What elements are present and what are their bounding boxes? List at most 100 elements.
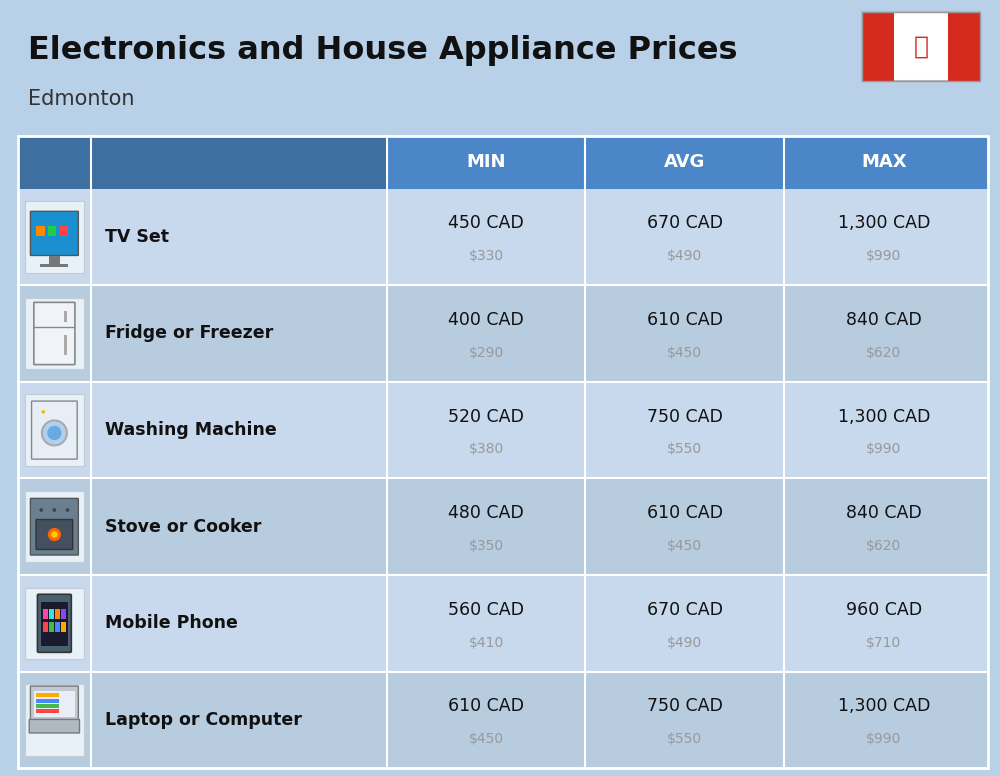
Bar: [55, 622, 60, 632]
Text: Fridge or Freezer: Fridge or Freezer: [105, 324, 274, 342]
Bar: [49, 609, 54, 619]
FancyBboxPatch shape: [30, 498, 78, 555]
Circle shape: [47, 426, 62, 440]
FancyBboxPatch shape: [30, 686, 78, 720]
Text: 560 CAD: 560 CAD: [448, 601, 524, 618]
FancyBboxPatch shape: [41, 602, 68, 646]
Bar: [64, 335, 67, 355]
Text: 400 CAD: 400 CAD: [448, 311, 524, 329]
Text: $410: $410: [468, 636, 504, 650]
Text: $290: $290: [468, 346, 504, 360]
Text: $450: $450: [667, 346, 702, 360]
FancyBboxPatch shape: [25, 298, 84, 369]
FancyBboxPatch shape: [29, 719, 80, 733]
Circle shape: [41, 410, 45, 414]
Circle shape: [48, 528, 61, 541]
Text: Edmonton: Edmonton: [28, 89, 134, 109]
Text: 670 CAD: 670 CAD: [647, 601, 723, 618]
Text: 670 CAD: 670 CAD: [647, 214, 723, 232]
Bar: [60, 226, 68, 237]
FancyBboxPatch shape: [18, 671, 988, 768]
Circle shape: [52, 508, 56, 512]
Text: Mobile Phone: Mobile Phone: [105, 615, 238, 632]
Text: $450: $450: [667, 539, 702, 553]
Bar: [36, 709, 59, 713]
Text: 840 CAD: 840 CAD: [846, 311, 922, 329]
FancyBboxPatch shape: [25, 491, 84, 563]
Text: 750 CAD: 750 CAD: [647, 698, 723, 715]
FancyBboxPatch shape: [36, 520, 73, 549]
Text: $620: $620: [866, 539, 901, 553]
Circle shape: [66, 508, 69, 512]
FancyBboxPatch shape: [948, 12, 980, 81]
Bar: [49, 256, 60, 265]
Text: 🍁: 🍁: [913, 35, 928, 58]
Text: MAX: MAX: [861, 153, 907, 171]
Text: Laptop or Computer: Laptop or Computer: [105, 711, 302, 729]
FancyBboxPatch shape: [25, 587, 84, 659]
Text: $550: $550: [667, 733, 702, 747]
Text: $990: $990: [866, 249, 901, 263]
FancyBboxPatch shape: [862, 12, 980, 81]
FancyBboxPatch shape: [32, 401, 77, 459]
Bar: [61, 609, 66, 619]
Bar: [40, 264, 68, 267]
Bar: [36, 704, 59, 708]
Text: $710: $710: [866, 636, 901, 650]
Circle shape: [42, 421, 67, 445]
Text: $990: $990: [866, 442, 901, 456]
FancyBboxPatch shape: [34, 303, 75, 365]
Text: 610 CAD: 610 CAD: [448, 698, 524, 715]
Text: 520 CAD: 520 CAD: [448, 407, 524, 425]
FancyBboxPatch shape: [18, 136, 387, 189]
Bar: [49, 622, 54, 632]
Bar: [36, 698, 59, 702]
Text: 1,300 CAD: 1,300 CAD: [838, 407, 930, 425]
Bar: [43, 609, 48, 619]
Text: $620: $620: [866, 346, 901, 360]
Text: 750 CAD: 750 CAD: [647, 407, 723, 425]
Text: $990: $990: [866, 733, 901, 747]
FancyBboxPatch shape: [37, 594, 71, 653]
Text: $350: $350: [468, 539, 504, 553]
Text: $450: $450: [468, 733, 504, 747]
FancyBboxPatch shape: [25, 201, 84, 272]
FancyBboxPatch shape: [18, 478, 988, 575]
Text: 610 CAD: 610 CAD: [647, 504, 723, 522]
Text: Electronics and House Appliance Prices: Electronics and House Appliance Prices: [28, 35, 738, 66]
Text: 1,300 CAD: 1,300 CAD: [838, 214, 930, 232]
Text: 450 CAD: 450 CAD: [448, 214, 524, 232]
FancyBboxPatch shape: [18, 382, 988, 478]
Bar: [36, 226, 45, 237]
Text: $550: $550: [667, 442, 702, 456]
Text: 960 CAD: 960 CAD: [846, 601, 922, 618]
Text: TV Set: TV Set: [105, 228, 169, 246]
FancyBboxPatch shape: [30, 211, 78, 255]
Text: Stove or Cooker: Stove or Cooker: [105, 518, 262, 535]
Text: 1,300 CAD: 1,300 CAD: [838, 698, 930, 715]
FancyBboxPatch shape: [25, 394, 84, 466]
FancyBboxPatch shape: [18, 575, 988, 671]
Text: $330: $330: [468, 249, 504, 263]
Text: AVG: AVG: [664, 153, 706, 171]
FancyBboxPatch shape: [862, 12, 894, 81]
Text: 840 CAD: 840 CAD: [846, 504, 922, 522]
Text: $380: $380: [468, 442, 504, 456]
FancyBboxPatch shape: [25, 684, 84, 756]
Bar: [36, 693, 59, 697]
Circle shape: [51, 532, 58, 538]
Text: 610 CAD: 610 CAD: [647, 311, 723, 329]
Text: $490: $490: [667, 249, 702, 263]
Text: 480 CAD: 480 CAD: [448, 504, 524, 522]
FancyBboxPatch shape: [18, 286, 988, 382]
Bar: [48, 226, 56, 237]
FancyBboxPatch shape: [18, 136, 988, 189]
Bar: [61, 622, 66, 632]
FancyBboxPatch shape: [34, 691, 75, 716]
Bar: [64, 311, 67, 323]
FancyBboxPatch shape: [18, 189, 988, 286]
Text: $490: $490: [667, 636, 702, 650]
Text: MIN: MIN: [466, 153, 506, 171]
Bar: [43, 622, 48, 632]
Circle shape: [39, 508, 43, 512]
